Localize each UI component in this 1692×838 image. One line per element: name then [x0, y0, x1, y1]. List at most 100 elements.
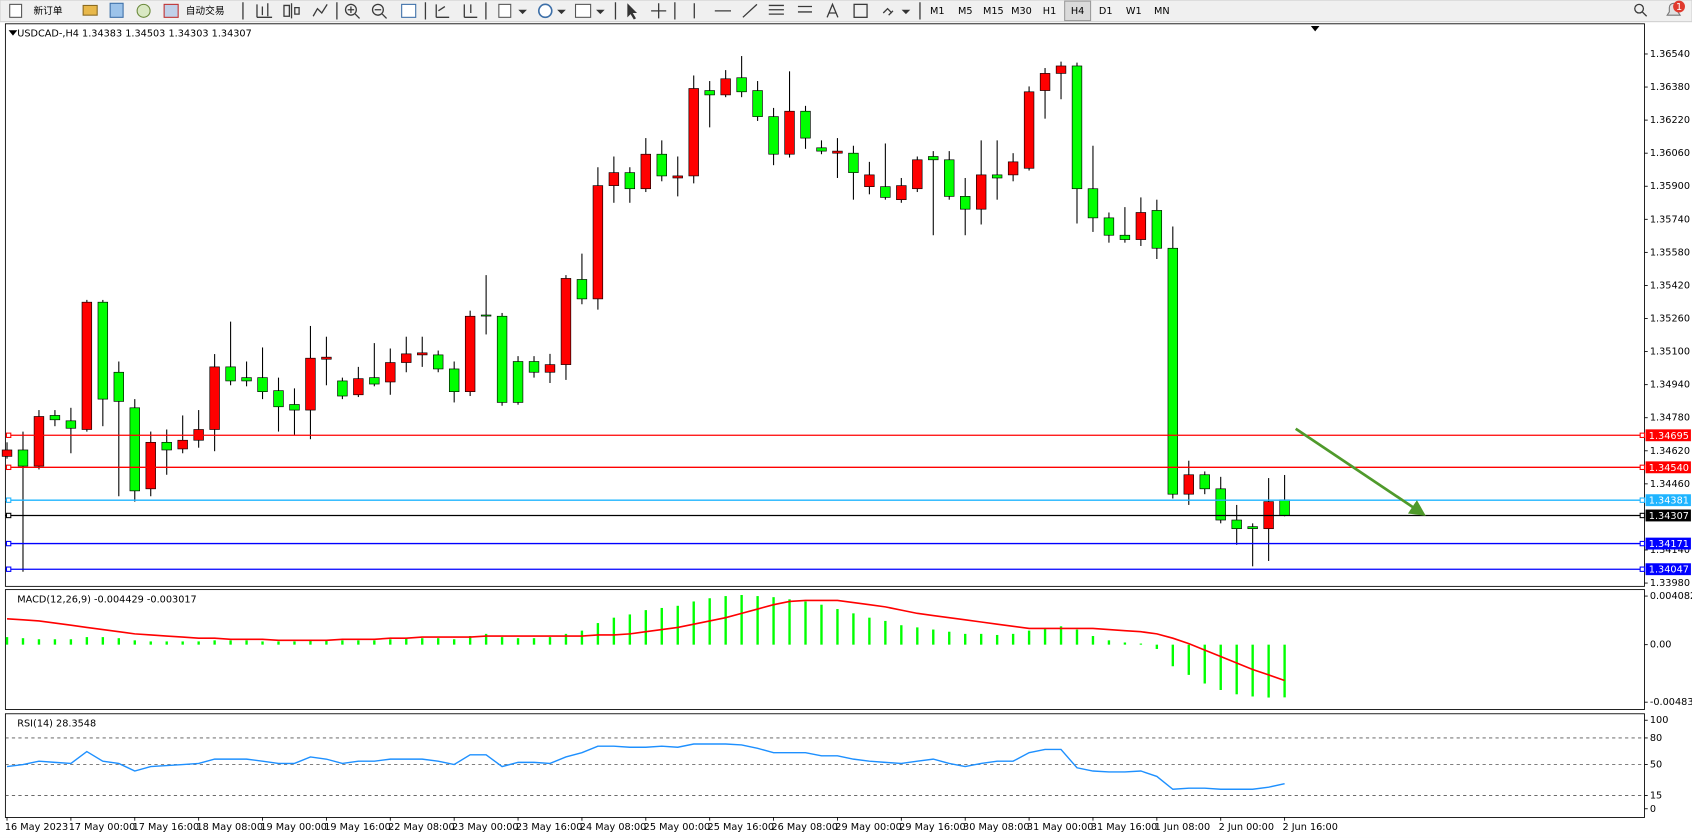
y-tick-label: 80	[1650, 733, 1662, 744]
candle-body	[1231, 519, 1242, 530]
candle-body	[800, 110, 811, 139]
zoom-out-icon[interactable]	[374, 9, 388, 19]
zoom-in-icon[interactable]	[344, 3, 357, 16]
macd-bar	[468, 636, 472, 645]
price-line-handle	[5, 512, 12, 519]
y-tick-label: -0.004834	[1650, 697, 1692, 708]
timeframe-button[interactable]: MN	[1154, 6, 1170, 17]
x-tick-label: 18 May 08:00	[196, 822, 263, 833]
panel-title: RSI(14) 28.3548	[17, 718, 96, 729]
candle-body	[944, 159, 955, 197]
candle-body	[289, 404, 300, 411]
macd-bar	[596, 623, 600, 645]
candle-body	[736, 77, 747, 93]
templates-icon[interactable]	[574, 3, 592, 18]
timeframe-button[interactable]: M30	[1011, 6, 1032, 17]
timeframe-button[interactable]: H1	[1043, 6, 1056, 17]
y-tick-label: 0	[1650, 804, 1656, 815]
candle-body	[209, 366, 220, 430]
active-timeframe	[1064, 0, 1092, 22]
candle-body	[17, 449, 29, 467]
icon[interactable]	[82, 4, 98, 16]
timeframe-button[interactable]: W1	[1126, 6, 1142, 17]
fibonacci-tools[interactable]	[768, 4, 812, 15]
timeframe-button[interactable]: D1	[1099, 6, 1113, 17]
indicators-icon[interactable]	[498, 3, 512, 18]
candle-body	[177, 439, 188, 450]
panel-frame	[4, 713, 1645, 818]
arrows-tool-icon[interactable]	[882, 7, 894, 16]
macd-bar	[1203, 644, 1206, 684]
macd-bar	[1011, 633, 1015, 645]
candle-body	[1151, 210, 1163, 249]
macd-bar	[516, 638, 520, 645]
symbol-menu-marker[interactable]	[8, 30, 18, 36]
macd-bar	[852, 613, 855, 645]
macd-bar	[452, 639, 456, 645]
price-line-handle	[5, 566, 12, 572]
icon[interactable]	[136, 3, 151, 18]
candle-body	[1, 449, 13, 457]
notification-badge[interactable]	[1673, 0, 1685, 13]
zoom-out-icon[interactable]	[371, 3, 384, 16]
shift-icon[interactable]	[463, 4, 478, 18]
candle-body	[161, 441, 172, 451]
candle-body	[1119, 234, 1131, 240]
macd-bar	[500, 637, 504, 645]
search-icon[interactable]	[1634, 3, 1645, 14]
search-icon[interactable]	[1641, 11, 1648, 17]
candle-chart-icon[interactable]	[283, 3, 300, 19]
timeframe-button[interactable]: H4	[1071, 6, 1084, 17]
candle-body	[672, 175, 683, 179]
macd-bar	[964, 633, 967, 645]
icon[interactable]	[109, 2, 124, 18]
macd-bar	[261, 641, 264, 645]
x-tick-label: 1 Jun 08:00	[1155, 822, 1210, 833]
candle-body	[1103, 217, 1115, 236]
macd-bar	[437, 638, 440, 645]
timeframe-button[interactable]: M15	[983, 6, 1004, 17]
panel-title: MACD(12,26,9) -0.004429 -0.003017	[17, 594, 196, 605]
macd-bar	[628, 614, 632, 645]
macd-bar	[772, 597, 775, 645]
x-tick-label: 29 May 00:00	[835, 822, 902, 833]
price-label-box	[1645, 537, 1691, 550]
price-line-handle	[5, 497, 12, 503]
macd-bar	[1171, 644, 1175, 667]
zoom-in-icon[interactable]	[347, 6, 361, 19]
macd-bar	[612, 617, 616, 645]
price-line-handle	[5, 464, 12, 471]
candle-body	[864, 174, 875, 187]
line-tools[interactable]	[693, 3, 758, 19]
timeframe-button[interactable]: M1	[930, 6, 945, 17]
x-tick-label: 31 May 16:00	[1091, 822, 1158, 833]
auto-trading-icon[interactable]	[163, 3, 179, 18]
macd-bar	[101, 637, 105, 645]
scroll-icon[interactable]	[435, 4, 450, 18]
new-order-icon[interactable]	[9, 3, 23, 18]
bar-chart-icon[interactable]	[256, 3, 273, 18]
cursor-icon[interactable]	[627, 3, 638, 20]
periods-icon[interactable]	[537, 3, 553, 19]
macd-bar	[373, 640, 376, 645]
text-tool-icon[interactable]	[826, 2, 839, 18]
candle-body	[975, 174, 987, 210]
line-chart-icon[interactable]	[312, 4, 328, 17]
price-label: 1.34047	[1649, 565, 1689, 576]
candle-body	[369, 377, 380, 385]
candle-body	[321, 356, 332, 360]
notification-count: 1	[1676, 2, 1682, 13]
crosshair-icon[interactable]	[651, 3, 667, 19]
y-tick-label: 1.34140	[1650, 545, 1690, 556]
candle-body	[49, 415, 61, 421]
timeframe-button[interactable]: M5	[958, 6, 973, 17]
price-label-box	[1645, 494, 1691, 507]
auto-trading-button[interactable]: 自动交易	[186, 4, 225, 17]
label-tool-icon[interactable]	[853, 3, 868, 18]
tile-icon[interactable]	[401, 3, 417, 18]
macd-bar	[564, 633, 568, 645]
panel-title: USDCAD-,H4 1.34383 1.34503 1.34303 1.343…	[17, 29, 252, 40]
candle-body	[656, 153, 667, 177]
x-tick-label: 31 May 00:00	[1027, 822, 1094, 833]
new-order-button[interactable]: 新订单	[33, 4, 62, 17]
